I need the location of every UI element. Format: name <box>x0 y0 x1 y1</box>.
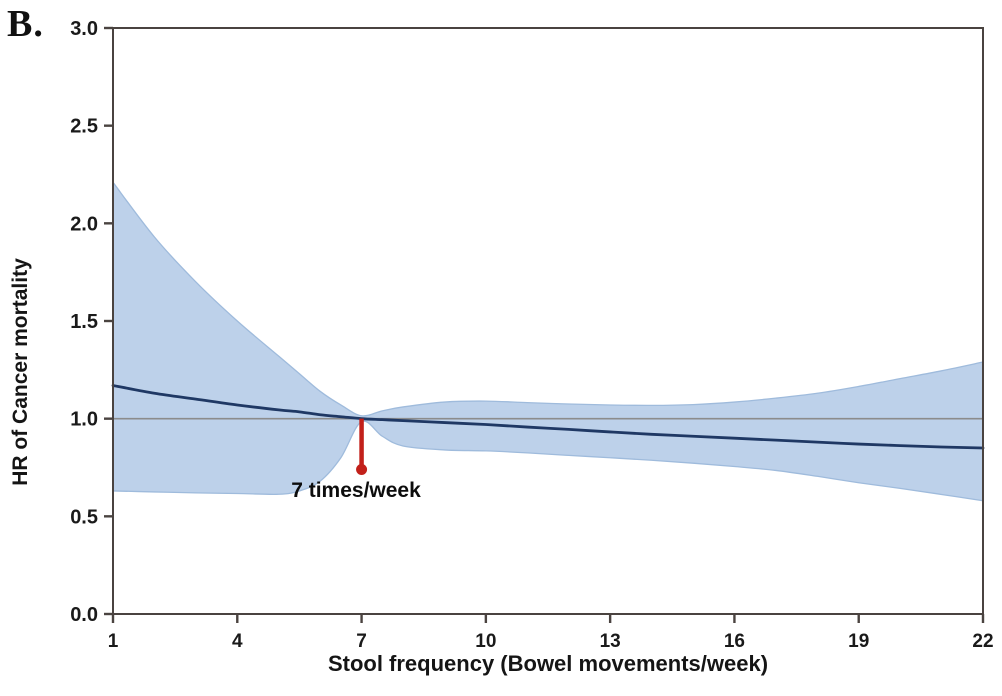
y-axis-title: HR of Cancer mortality <box>9 258 32 486</box>
plot-frame <box>112 27 984 615</box>
y-tick-label: 2.0 <box>70 213 98 235</box>
x-axis-title: Stool frequency (Bowel movements/week) <box>327 651 769 676</box>
y-tick-label: 0.0 <box>70 604 98 626</box>
y-tick-label: 0.5 <box>70 506 98 528</box>
annotation-label: 7 times/week <box>291 479 421 502</box>
y-tick-label: 1.5 <box>70 311 98 333</box>
panel-label: B. <box>7 3 44 45</box>
confidence-band-lower-edge <box>112 420 984 502</box>
x-tick-label: 19 <box>848 631 869 652</box>
confidence-band-upper-edge <box>112 181 984 417</box>
confidence-band <box>113 182 983 501</box>
y-tick-label: 1.0 <box>70 409 98 431</box>
x-tick-label: 13 <box>600 631 621 652</box>
annotation-marker-dot <box>356 463 368 475</box>
y-tick-label: 3.0 <box>70 18 98 40</box>
hr-curve <box>111 384 985 450</box>
x-tick-label: 7 <box>356 631 367 652</box>
x-tick-label: 22 <box>972 631 993 652</box>
x-tick-label: 1 <box>108 631 119 652</box>
x-tick-label: 16 <box>724 631 745 652</box>
x-tick-label: 10 <box>475 631 496 652</box>
x-tick-label: 4 <box>232 631 243 652</box>
y-tick-label: 2.5 <box>70 116 98 138</box>
